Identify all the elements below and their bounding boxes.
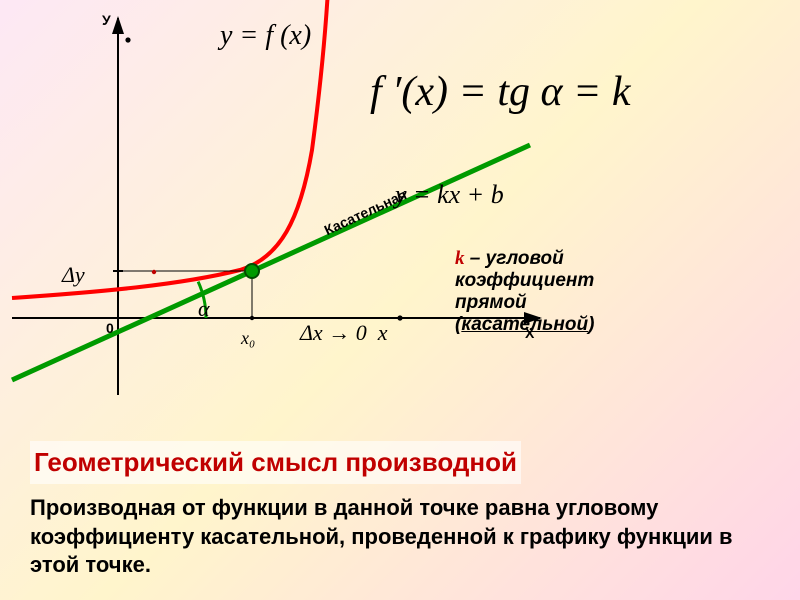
delta-y-label: Δy [62,262,85,288]
chart-area [0,0,800,430]
text-block: Геометрический смысл производной Произво… [30,441,770,580]
section-title: Геометрический смысл производной [30,441,521,484]
formula-y-eq-fx: y = f (x) [220,20,311,52]
k-letter: k [455,248,465,269]
x0-label: x₀ [241,328,255,349]
chart-svg [0,0,800,430]
formula-derivative: f ′(x) = tg α = k [370,68,631,116]
body-text: Производная от функции в данной точке ра… [30,494,770,580]
k-coefficient-label: k – угловой коэффициент прямой (касатель… [455,248,665,336]
alpha-label: α [198,296,210,322]
dx-limit-label: Δx → 0 x [300,320,387,346]
x-symbol: x [378,320,388,345]
x-axis-label: Х [525,325,534,341]
dx-symbol: Δx [300,320,323,345]
origin-label: 0 [106,320,114,336]
formula-line: y = kx + b [395,180,504,210]
y-axis-label: У [102,12,111,28]
arrow-zero: → 0 [328,320,367,345]
k-text-2: ) [588,314,594,335]
